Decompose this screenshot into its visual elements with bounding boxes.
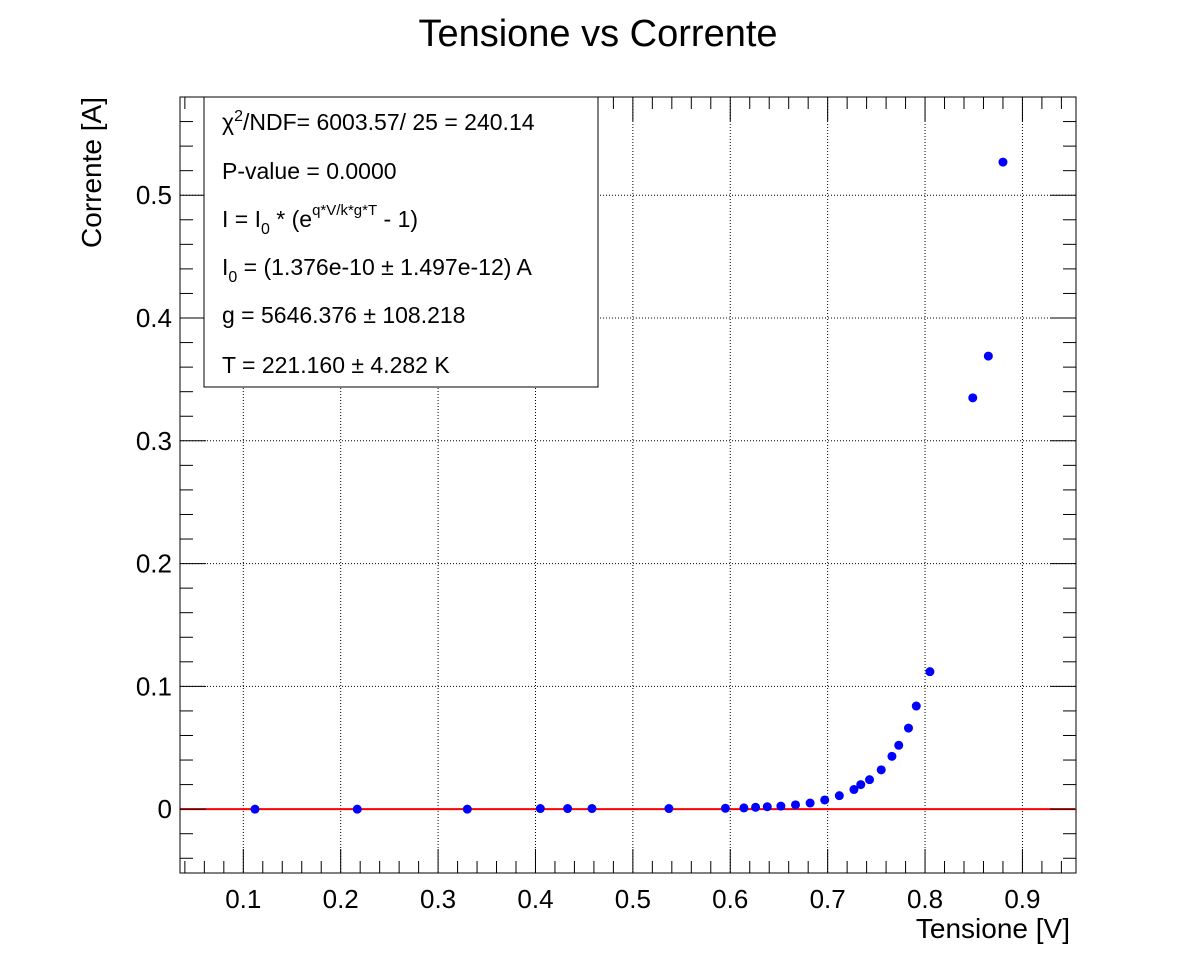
- stats-box-frame: [203, 96, 599, 388]
- data-point: [352, 804, 362, 814]
- formula-superscript: q*V/k*g*T: [312, 202, 377, 219]
- chi2-superscript: 2: [234, 108, 243, 125]
- data-point: [903, 723, 913, 733]
- data-point: [998, 157, 1008, 167]
- y-tick-label: 0.1: [136, 671, 172, 701]
- data-point: [925, 667, 935, 677]
- x-tick-label: 0.5: [615, 884, 651, 914]
- x-tick-label: 0.7: [810, 884, 846, 914]
- data-point: [535, 804, 545, 814]
- data-point: [805, 798, 815, 808]
- formula-subscript: 0: [261, 221, 270, 238]
- data-points: [250, 157, 1008, 814]
- fit-stats-box: χ2/NDF= 6003.57/ 25 = 240.14 P-value = 0…: [203, 96, 599, 388]
- x-tick-label: 0.6: [712, 884, 748, 914]
- x-tick-label: 0.1: [225, 884, 261, 914]
- data-point: [911, 701, 921, 711]
- y-tick-label: 0.5: [136, 180, 172, 210]
- pvalue-line: P-value = 0.0000: [222, 158, 397, 184]
- x-tick-label: 0.9: [1004, 884, 1040, 914]
- data-point: [250, 804, 260, 814]
- chi2-line: χ2/NDF= 6003.57/ 25 = 240.14: [222, 108, 535, 135]
- chart-title: Tensione vs Corrente: [418, 13, 777, 55]
- x-tick-labels: 0.1 0.2 0.3 0.4 0.5 0.6 0.7 0.8 0.9: [225, 884, 1040, 914]
- data-point: [834, 791, 844, 801]
- x-tick-label: 0.8: [907, 884, 943, 914]
- data-point: [856, 780, 866, 790]
- formula-mid: * (e: [270, 206, 312, 232]
- data-point: [791, 800, 801, 810]
- data-point: [894, 740, 904, 750]
- data-point: [776, 801, 786, 811]
- x-axis-label: Tensione [V]: [916, 913, 1070, 944]
- data-point: [462, 804, 472, 814]
- i0-subscript: 0: [228, 269, 237, 286]
- t-line: T = 221.160 ± 4.282 K: [222, 352, 450, 378]
- plot-frame: [179, 96, 1077, 874]
- y-axis-label: Corrente [A]: [76, 97, 107, 248]
- data-point: [968, 393, 978, 403]
- g-line: g = 5646.376 ± 108.218: [222, 302, 465, 328]
- data-point: [983, 351, 993, 361]
- chi2-symbol: χ: [222, 109, 234, 135]
- data-point: [887, 751, 897, 761]
- i0-right: = (1.376e-10 ± 1.497e-12) A: [237, 254, 532, 280]
- data-point: [849, 785, 859, 795]
- y-tick-label: 0.3: [136, 426, 172, 456]
- x-tick-label: 0.3: [420, 884, 456, 914]
- i0-line: I0 = (1.376e-10 ± 1.497e-12) A: [222, 254, 533, 286]
- y-tick-label: 0: [158, 794, 172, 824]
- y-tick-label: 0.4: [136, 303, 172, 333]
- data-point: [762, 802, 772, 812]
- data-point: [865, 775, 875, 785]
- x-tick-label: 0.2: [323, 884, 359, 914]
- data-point: [587, 804, 597, 814]
- i0-left: I: [222, 254, 228, 280]
- y-tick-label: 0.2: [136, 549, 172, 579]
- data-point: [876, 765, 886, 775]
- formula-left: I = I: [222, 206, 261, 232]
- formula-right: - 1): [377, 206, 418, 232]
- x-tick-label: 0.4: [517, 884, 553, 914]
- formula-line: I = I0 * (eq*V/k*g*T - 1): [222, 202, 418, 238]
- data-point: [820, 795, 830, 805]
- data-point: [563, 804, 573, 814]
- data-point: [720, 803, 730, 813]
- chi2-text: /NDF= 6003.57/ 25 = 240.14: [243, 109, 535, 135]
- y-tick-labels: 0 0.1 0.2 0.3 0.4 0.5: [136, 180, 172, 824]
- data-point: [739, 803, 749, 813]
- data-point: [664, 804, 674, 814]
- data-point: [751, 802, 761, 812]
